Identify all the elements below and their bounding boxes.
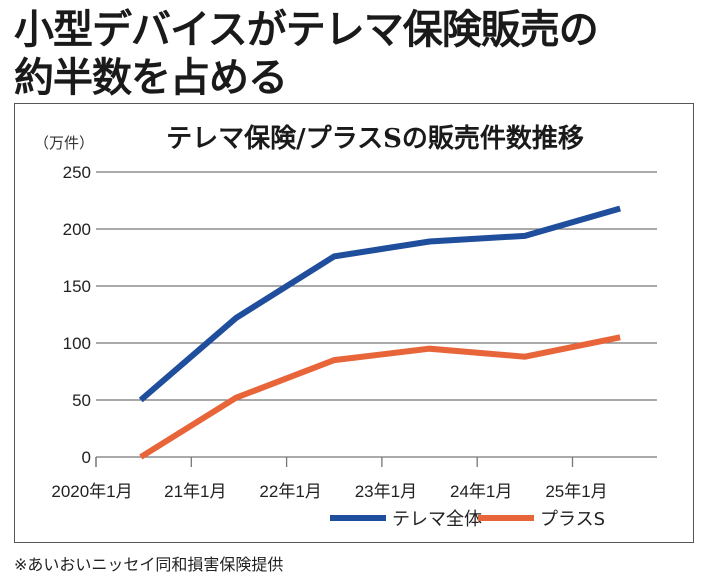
legend-label-0: テレマ全体 xyxy=(392,509,482,530)
series-line-0 xyxy=(138,205,621,403)
chart-title: テレマ保険/プラスSの販売件数推移 xyxy=(166,124,584,154)
legend-label-1: プラスS xyxy=(540,509,605,530)
chart-frame xyxy=(14,103,694,543)
gridlines xyxy=(96,171,657,458)
source-note: ※あいおいニッセイ同和損害保険提供 xyxy=(14,555,284,574)
x-tick-label-0: 2020年1月 xyxy=(51,482,132,501)
y-tick-label-250: 250 xyxy=(63,163,91,182)
headline-line-1: 小型デバイスがテレマ保険販売の xyxy=(14,7,599,53)
y-axis-unit: （万件） xyxy=(34,134,95,152)
headline: 小型デバイスがテレマ保険販売の 約半数を占める xyxy=(14,6,599,102)
series-line-1 xyxy=(139,334,621,460)
headline-line-2: 約半数を占める xyxy=(14,55,288,101)
y-tick-label-50: 50 xyxy=(72,391,91,410)
x-tick-label-1: 21年1月 xyxy=(164,482,226,501)
legend: テレマ全体 プラスS xyxy=(330,509,605,530)
y-tick-labels: 0 50 100 150 200 250 xyxy=(63,163,91,467)
y-tick-label-150: 150 xyxy=(63,277,91,296)
x-tick-label-2: 22年1月 xyxy=(259,482,321,501)
y-tick-label-100: 100 xyxy=(63,334,91,353)
y-tick-label-0: 0 xyxy=(82,448,91,467)
x-tick-label-5: 25年1月 xyxy=(545,482,607,501)
y-tick-label-200: 200 xyxy=(63,220,91,239)
series-lines xyxy=(138,205,621,460)
x-tick-label-3: 23年1月 xyxy=(355,482,417,501)
x-tick-label-4: 24年1月 xyxy=(450,482,512,501)
x-axis: 2020年1月 21年1月 22年1月 23年1月 24年1月 25年1月 xyxy=(51,457,608,501)
